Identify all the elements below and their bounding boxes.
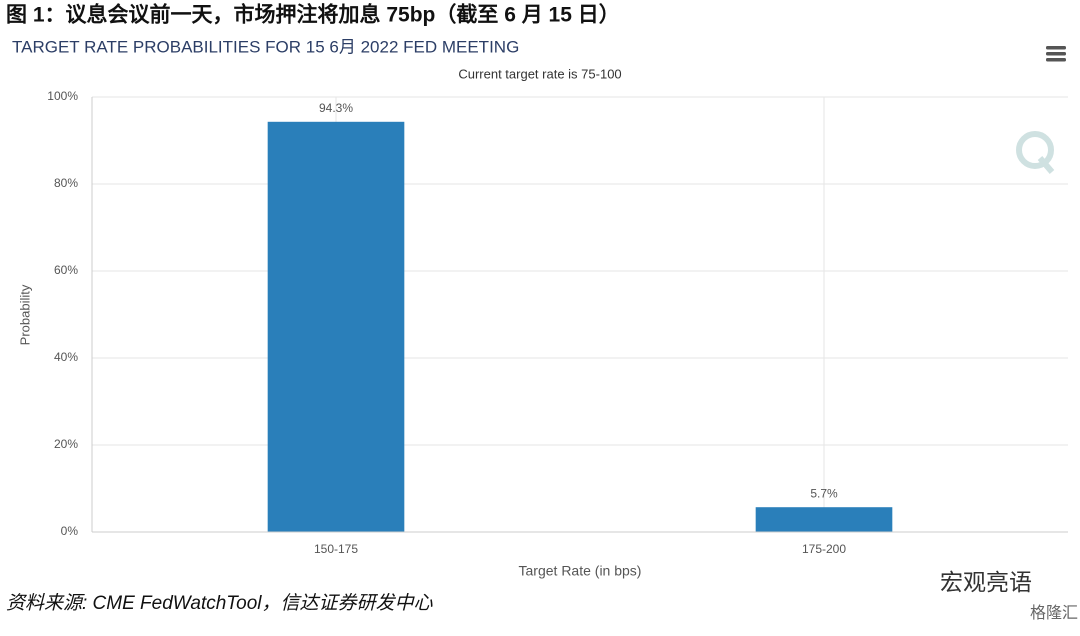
bar [267, 121, 405, 533]
x-tick-label: 150-175 [314, 542, 358, 556]
y-tick-label: 20% [54, 437, 78, 451]
watermark-site: 格隆汇 [1030, 604, 1078, 622]
y-axis-label: Probability [17, 284, 32, 345]
bar [755, 507, 893, 532]
x-tick-label: 175-200 [802, 542, 846, 556]
y-tick-label: 80% [54, 176, 78, 190]
value-label: 94.3% [319, 101, 353, 115]
x-axis-label: Target Rate (in bps) [519, 563, 642, 579]
y-tick-label: 100% [47, 89, 78, 103]
y-tick-label: 40% [54, 350, 78, 364]
menu-icon[interactable] [1046, 46, 1066, 62]
chart-title: TARGET RATE PROBABILITIES FOR 15 6月 2022… [12, 37, 519, 56]
logo [1016, 131, 1055, 174]
watermark-account: 宏观亮语 [940, 569, 1032, 595]
figure-title: 图 1：议息会议前一天，市场押注将加息 75bp（截至 6 月 15 日） [6, 3, 620, 27]
value-label: 5.7% [810, 486, 838, 500]
chart-subtitle: Current target rate is 75-100 [458, 66, 621, 81]
source-note: 资料来源: CME FedWatchTool，信达证券研发中心 [6, 592, 434, 614]
y-tick-label: 0% [61, 524, 79, 538]
y-tick-label: 60% [54, 263, 78, 277]
